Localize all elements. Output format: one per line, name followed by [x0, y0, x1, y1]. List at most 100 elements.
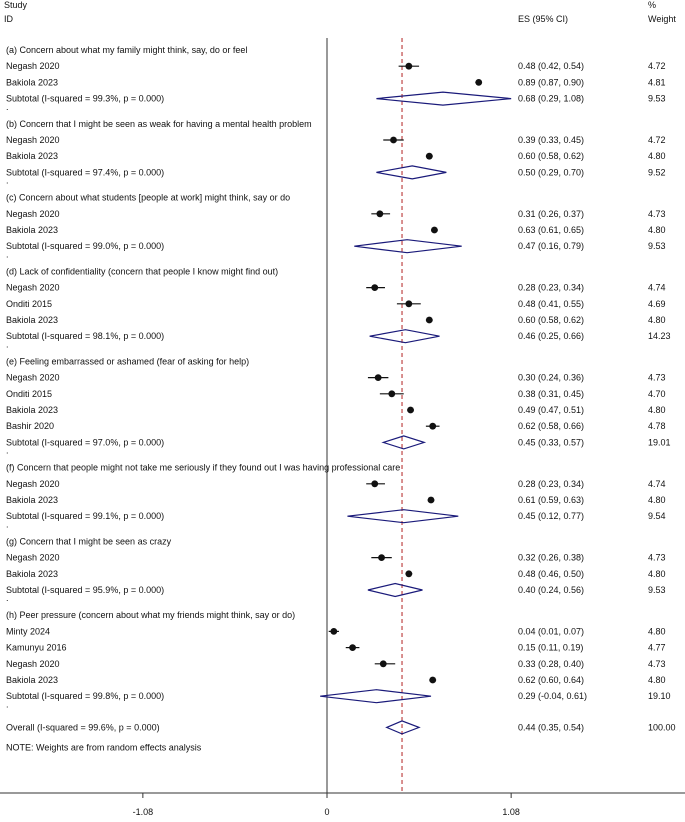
subtotal-weight: 9.53	[648, 241, 666, 251]
subtotal-weight: 9.54	[648, 511, 666, 521]
study-es-label: 0.39 (0.33, 0.45)	[518, 135, 584, 145]
study-es-label: 0.49 (0.47, 0.51)	[518, 405, 584, 415]
subtotal-name: Subtotal (I-squared = 99.8%, p = 0.000)	[6, 691, 164, 701]
study-point	[371, 480, 379, 488]
study-point	[405, 570, 413, 578]
header-study: Study	[4, 0, 28, 10]
x-tick-label: -1.08	[133, 807, 154, 817]
study-point	[330, 628, 338, 635]
study-es-label: 0.28 (0.23, 0.34)	[518, 479, 584, 489]
study-es-label: 0.48 (0.46, 0.50)	[518, 569, 584, 579]
study-weight: 4.81	[648, 77, 666, 87]
subtotal-diamond	[320, 689, 432, 704]
group-separator-dot: .	[6, 339, 9, 349]
study-es-label: 0.04 (0.01, 0.07)	[518, 626, 584, 636]
study-name: Negash 2020	[6, 373, 60, 383]
header-id: ID	[4, 14, 14, 24]
overall-weight: 100.00	[648, 722, 676, 732]
subtotal-diamond	[381, 435, 427, 450]
study-weight: 4.73	[648, 553, 666, 563]
study-es-label: 0.62 (0.58, 0.66)	[518, 421, 584, 431]
study-weight: 4.73	[648, 373, 666, 383]
subtotal-name: Subtotal (I-squared = 95.9%, p = 0.000)	[6, 585, 164, 595]
x-tick-label: 0	[324, 807, 329, 817]
study-point	[405, 300, 413, 308]
subtotal-es-label: 0.45 (0.12, 0.77)	[518, 511, 584, 521]
study-point	[429, 676, 437, 684]
study-weight: 4.70	[648, 389, 666, 399]
group-separator-dot: .	[6, 446, 9, 456]
forest-rows: (a) Concern about what my family might t…	[6, 38, 676, 793]
study-name: Negash 2020	[6, 135, 60, 145]
study-es-label: 0.38 (0.31, 0.45)	[518, 389, 584, 399]
subtotal-diamond	[376, 165, 447, 180]
study-name: Bakiola 2023	[6, 569, 58, 579]
study-weight: 4.80	[648, 626, 666, 636]
subtotal-name: Subtotal (I-squared = 99.3%, p = 0.000)	[6, 94, 164, 104]
study-es-label: 0.48 (0.41, 0.55)	[518, 299, 584, 309]
study-point	[376, 210, 384, 218]
subtotal-es-label: 0.68 (0.29, 1.08)	[518, 94, 584, 104]
study-name: Kamunyu 2016	[6, 643, 67, 653]
subtotal-es-label: 0.40 (0.24, 0.56)	[518, 585, 584, 595]
header-weight-pct: %	[648, 0, 656, 10]
group-title: (c) Concern about what students [people …	[6, 193, 290, 203]
study-point	[349, 644, 356, 651]
study-weight: 4.80	[648, 405, 666, 415]
group-title: (d) Lack of confidentiality (concern tha…	[6, 266, 278, 276]
overall-diamond	[385, 720, 421, 735]
subtotal-weight: 14.23	[648, 331, 671, 341]
study-name: Bakiola 2023	[6, 77, 58, 87]
study-weight: 4.72	[648, 135, 666, 145]
study-point	[425, 152, 433, 160]
subtotal-diamond	[369, 329, 440, 344]
study-weight: 4.73	[648, 209, 666, 219]
group-title: (b) Concern that I might be seen as weak…	[6, 119, 312, 129]
group-title: (e) Feeling embarrassed or ashamed (fear…	[6, 356, 249, 366]
study-weight: 4.80	[648, 151, 666, 161]
study-weight: 4.80	[648, 569, 666, 579]
study-point	[429, 422, 437, 430]
subtotal-weight: 9.53	[648, 94, 666, 104]
study-point	[371, 284, 379, 291]
study-name: Bashir 2020	[6, 421, 54, 431]
study-weight: 4.73	[648, 659, 666, 669]
study-point	[390, 136, 397, 144]
study-point	[405, 62, 413, 70]
subtotal-weight: 19.10	[648, 691, 671, 701]
study-point	[374, 374, 382, 381]
study-name: Onditi 2015	[6, 389, 52, 399]
study-es-label: 0.32 (0.26, 0.38)	[518, 553, 584, 563]
study-point	[378, 554, 385, 561]
subtotal-name: Subtotal (I-squared = 97.4%, p = 0.000)	[6, 167, 164, 177]
header-es: ES (95% CI)	[518, 14, 568, 24]
group-title: (f) Concern that people might not take m…	[6, 463, 400, 473]
group-title: (g) Concern that I might be seen as craz…	[6, 536, 172, 546]
study-point	[425, 316, 433, 324]
subtotal-weight: 9.52	[648, 167, 666, 177]
group-separator-dot: .	[6, 519, 9, 529]
subtotal-diamond	[354, 239, 462, 254]
subtotal-diamond	[367, 582, 423, 598]
study-name: Bakiola 2023	[6, 405, 58, 415]
study-es-label: 0.48 (0.42, 0.54)	[518, 61, 584, 71]
overall-name: Overall (I-squared = 99.6%, p = 0.000)	[6, 722, 160, 732]
group-separator-dot: .	[6, 593, 9, 603]
study-es-label: 0.62 (0.60, 0.64)	[518, 675, 584, 685]
subtotal-name: Subtotal (I-squared = 98.1%, p = 0.000)	[6, 331, 164, 341]
subtotal-es-label: 0.45 (0.33, 0.57)	[518, 437, 584, 447]
subtotal-weight: 19.01	[648, 437, 671, 447]
study-name: Bakiola 2023	[6, 225, 58, 235]
subtotal-name: Subtotal (I-squared = 99.1%, p = 0.000)	[6, 511, 164, 521]
study-weight: 4.77	[648, 643, 666, 653]
study-weight: 4.69	[648, 299, 666, 309]
study-weight: 4.80	[648, 225, 666, 235]
group-separator-dot: .	[6, 249, 9, 259]
study-es-label: 0.31 (0.26, 0.37)	[518, 209, 584, 219]
study-name: Negash 2020	[6, 61, 60, 71]
subtotal-es-label: 0.50 (0.29, 0.70)	[518, 167, 584, 177]
study-es-label: 0.60 (0.58, 0.62)	[518, 315, 584, 325]
study-name: Negash 2020	[6, 283, 60, 293]
study-point	[388, 390, 396, 398]
study-weight: 4.72	[648, 61, 666, 71]
